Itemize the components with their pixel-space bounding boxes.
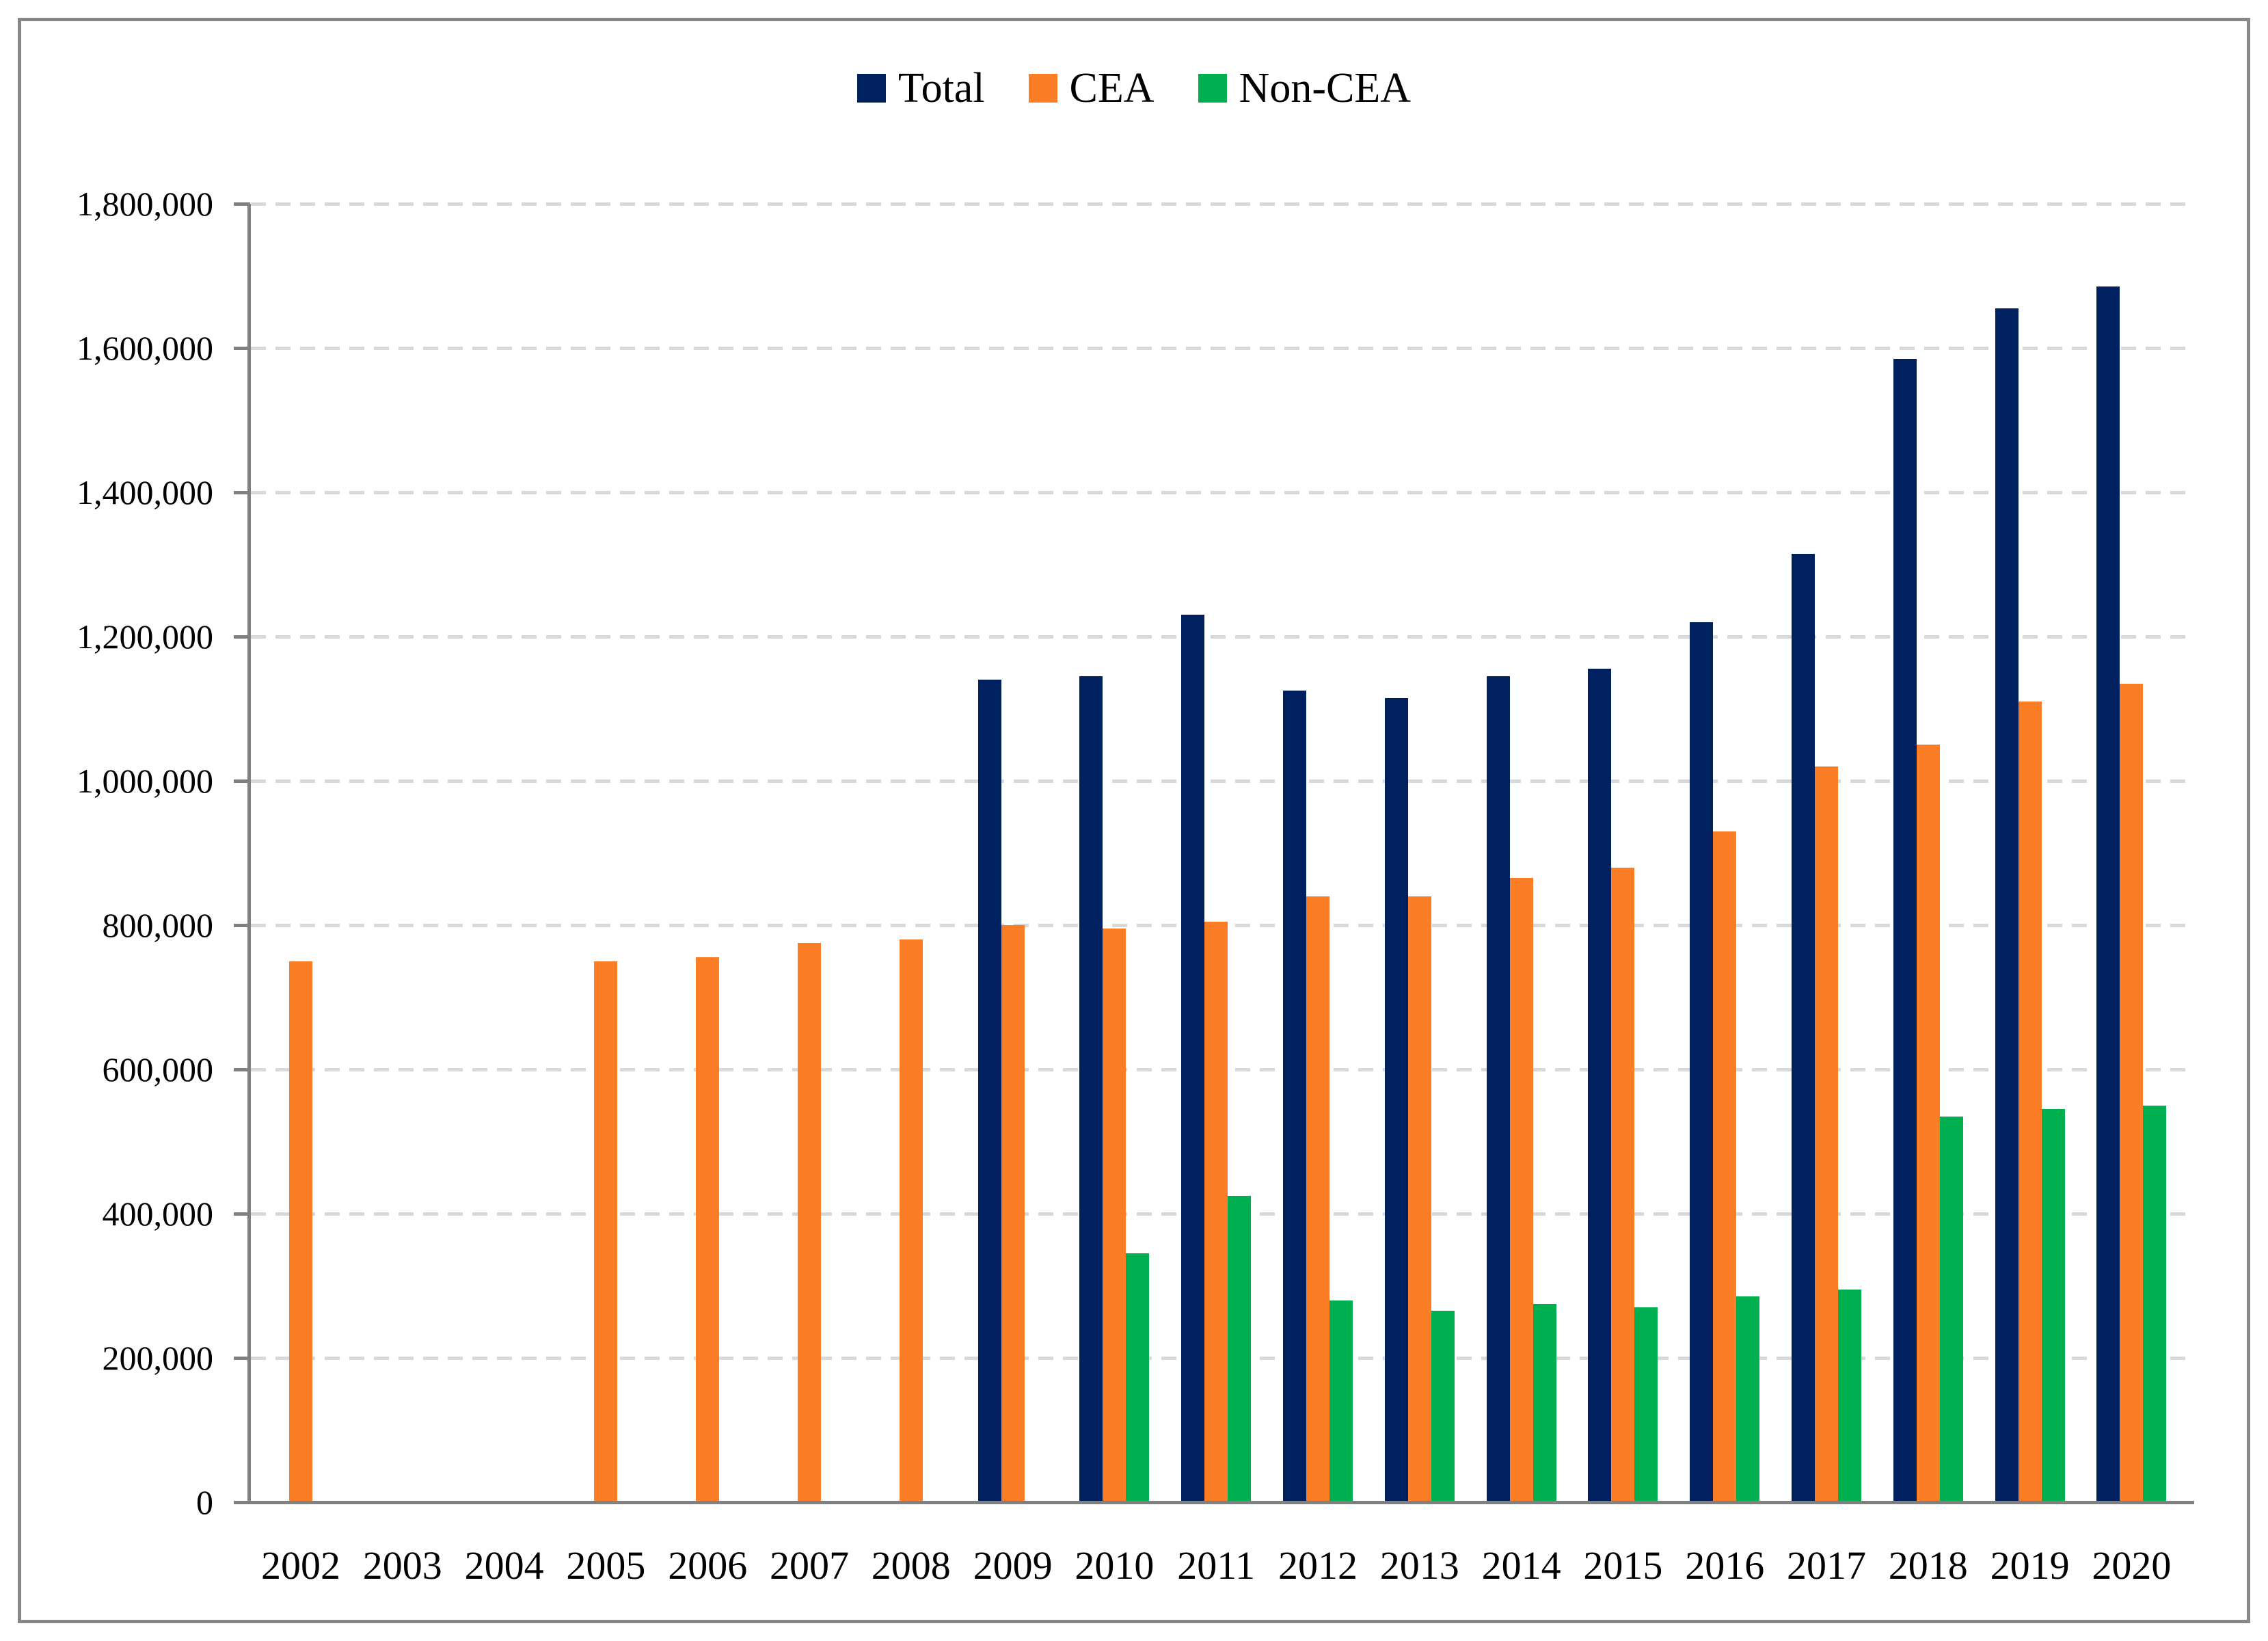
- y-tick-label-0: 0: [196, 1483, 213, 1521]
- y-tick-label-800000: 800,000: [102, 906, 214, 944]
- x-tick-label-2017: 2017: [1787, 1543, 1866, 1588]
- legend-item-total: Total: [857, 67, 985, 109]
- y-tick-label-1400000: 1,400,000: [77, 473, 213, 511]
- gridline-1200000: [251, 635, 2194, 639]
- x-tick-label-2008: 2008: [871, 1543, 951, 1588]
- bar-total-2013: [1384, 697, 1408, 1502]
- y-tick-label-1600000: 1,600,000: [77, 329, 213, 367]
- y-tick-label-1200000: 1,200,000: [77, 617, 213, 656]
- y-tick-label-1000000: 1,000,000: [77, 762, 213, 800]
- y-axis-tick-800000: [234, 924, 250, 927]
- noncea-series-swatch-icon: [1198, 74, 1227, 103]
- bar-noncea-2011: [1228, 1195, 1252, 1502]
- x-tick-label-2010: 2010: [1075, 1543, 1155, 1588]
- chart-legend: Total CEA Non-CEA: [0, 67, 2268, 109]
- legend-label-cea: CEA: [1069, 65, 1155, 111]
- bar-cea-2019: [2018, 701, 2042, 1502]
- bar-noncea-2015: [1634, 1307, 1658, 1502]
- bar-total-2010: [1079, 676, 1103, 1502]
- y-tick-label-1800000: 1,800,000: [77, 185, 213, 223]
- x-tick-label-2011: 2011: [1177, 1543, 1256, 1588]
- bar-total-2012: [1283, 691, 1306, 1502]
- x-tick-label-2007: 2007: [770, 1543, 849, 1588]
- gridline-1400000: [251, 491, 2194, 494]
- bar-total-2016: [1690, 622, 1714, 1502]
- x-tick-label-2012: 2012: [1278, 1543, 1358, 1588]
- bar-noncea-2019: [2041, 1109, 2065, 1502]
- y-tick-label-400000: 400,000: [102, 1195, 214, 1233]
- bar-cea-2010: [1103, 929, 1126, 1502]
- legend-label-total: Total: [898, 65, 985, 111]
- y-axis-tick-1200000: [234, 635, 250, 639]
- bar-cea-2020: [2120, 683, 2144, 1502]
- bar-cea-2009: [1001, 925, 1025, 1502]
- bar-total-2011: [1181, 615, 1205, 1502]
- y-axis-tick-200000: [234, 1357, 250, 1360]
- legend-label-noncea: Non-CEA: [1239, 65, 1411, 111]
- bar-cea-2005: [594, 961, 618, 1502]
- y-axis-tick-600000: [234, 1068, 250, 1071]
- bar-cea-2016: [1713, 831, 1737, 1502]
- y-tick-label-600000: 600,000: [102, 1050, 214, 1089]
- bar-noncea-2020: [2143, 1105, 2167, 1502]
- bar-cea-2012: [1306, 896, 1329, 1502]
- y-axis-tick-400000: [234, 1212, 250, 1216]
- cea-series-swatch-icon: [1028, 74, 1057, 103]
- bar-total-2018: [1893, 358, 1917, 1502]
- bar-noncea-2013: [1431, 1311, 1455, 1502]
- x-tick-label-2015: 2015: [1583, 1543, 1663, 1588]
- bar-cea-2014: [1509, 878, 1533, 1502]
- bar-noncea-2010: [1126, 1253, 1150, 1502]
- x-tick-label-2009: 2009: [973, 1543, 1053, 1588]
- bar-noncea-2016: [1736, 1296, 1760, 1502]
- bar-total-2015: [1588, 669, 1612, 1502]
- bar-cea-2017: [1815, 766, 1838, 1502]
- legend-item-noncea: Non-CEA: [1198, 67, 1411, 109]
- y-axis-line: [247, 204, 251, 1504]
- x-tick-label-2002: 2002: [261, 1543, 340, 1588]
- bar-noncea-2014: [1533, 1303, 1556, 1502]
- x-tick-label-2003: 2003: [362, 1543, 442, 1588]
- x-tick-label-2019: 2019: [1990, 1543, 2070, 1588]
- bar-cea-2011: [1204, 921, 1228, 1502]
- x-tick-label-2016: 2016: [1685, 1543, 1765, 1588]
- bar-total-2009: [977, 680, 1001, 1502]
- bar-cea-2018: [1916, 745, 1940, 1502]
- bar-cea-2002: [289, 961, 312, 1502]
- x-axis-line: [234, 1501, 2194, 1504]
- bar-cea-2015: [1611, 867, 1635, 1502]
- bar-cea-2013: [1407, 896, 1431, 1502]
- bar-noncea-2018: [1939, 1116, 1963, 1502]
- bar-cea-2007: [798, 943, 821, 1502]
- x-tick-label-2004: 2004: [464, 1543, 544, 1588]
- y-axis-tick-1600000: [234, 347, 250, 350]
- x-tick-label-2018: 2018: [1888, 1543, 1968, 1588]
- bar-cea-2008: [899, 939, 923, 1502]
- bar-noncea-2017: [1838, 1289, 1861, 1502]
- bar-cea-2006: [696, 957, 720, 1502]
- y-axis-tick-1000000: [234, 779, 250, 783]
- x-tick-label-2006: 2006: [668, 1543, 748, 1588]
- gridline-1600000: [251, 347, 2194, 350]
- gridline-1800000: [251, 202, 2194, 206]
- bar-total-2014: [1486, 676, 1510, 1502]
- bar-total-2017: [1792, 553, 1815, 1502]
- x-tick-label-2020: 2020: [2092, 1543, 2172, 1588]
- x-tick-label-2005: 2005: [566, 1543, 646, 1588]
- y-axis-tick-1400000: [234, 491, 250, 494]
- legend-item-cea: CEA: [1028, 65, 1155, 111]
- y-tick-label-200000: 200,000: [102, 1339, 214, 1377]
- gridline-1000000: [251, 779, 2194, 783]
- bar-total-2019: [1995, 308, 2019, 1502]
- bar-total-2020: [2096, 286, 2120, 1502]
- y-axis-tick-1800000: [234, 202, 250, 206]
- bar-noncea-2012: [1329, 1300, 1353, 1502]
- x-tick-label-2013: 2013: [1379, 1543, 1459, 1588]
- x-tick-label-2014: 2014: [1481, 1543, 1561, 1588]
- total-series-swatch-icon: [857, 74, 887, 103]
